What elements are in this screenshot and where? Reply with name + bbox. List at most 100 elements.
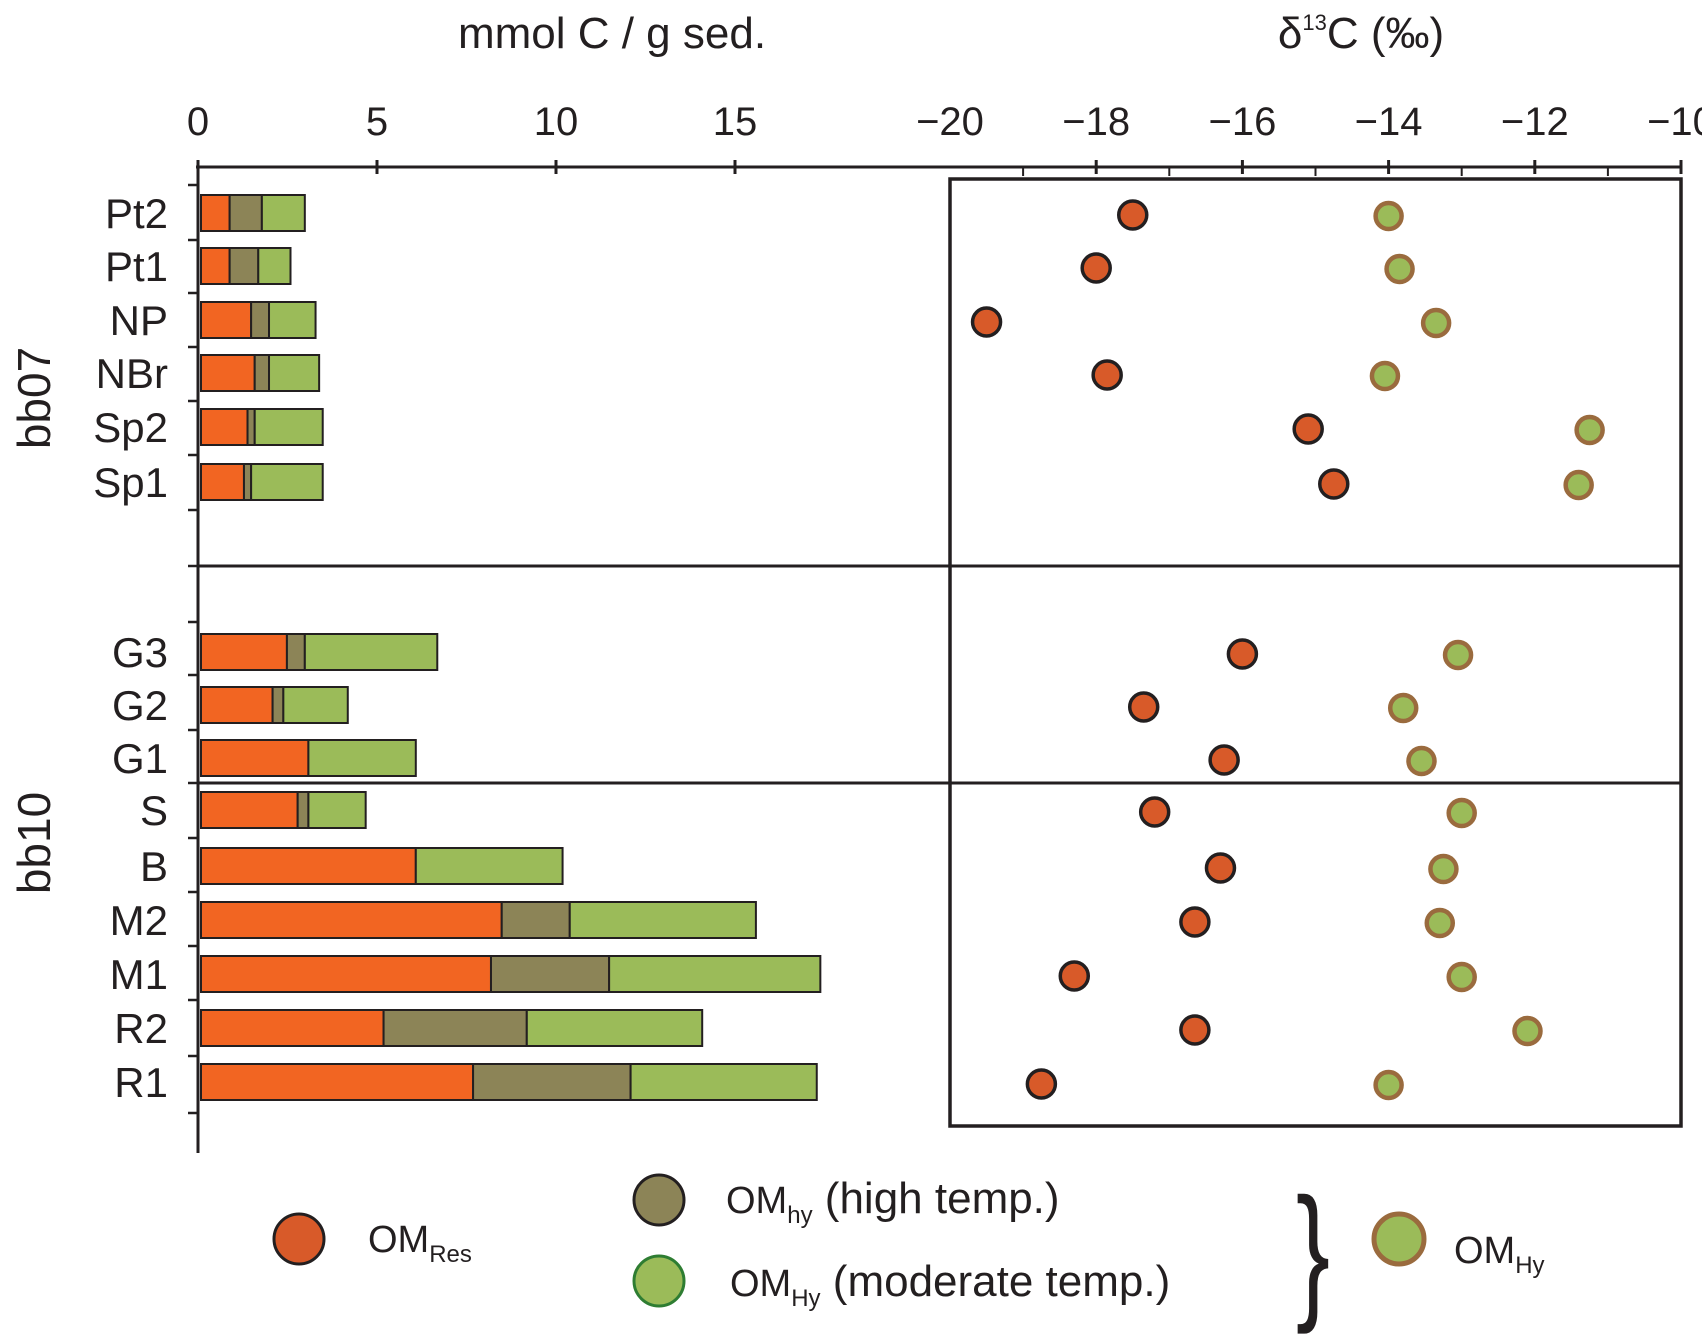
dot-G2-res [1127,691,1160,723]
category-label-R1: R1 [114,1059,168,1106]
category-label-R2: R2 [114,1005,168,1052]
right-tick-label-1: −18 [1062,100,1130,144]
left-tick-label-2: 10 [534,100,579,144]
dot-M1-res [1058,960,1091,992]
legend-high-marker [632,1173,686,1227]
bar-row-Pt1 [200,247,292,285]
bar-G2-seg-0 [200,686,274,724]
dot-NP-hy [1420,307,1452,339]
category-label-B: B [140,843,168,890]
bar-M1-seg-1 [489,955,611,993]
bar-M1-seg-2 [608,955,822,993]
bar-Pt2-seg-0 [200,194,231,232]
ticks: 0 5 10 15 −20 −18 −16 −14 −12 −10 [187,100,1702,1115]
bar-R2-seg-2 [525,1009,704,1047]
legend-res-marker [272,1212,326,1266]
bar-Pt1-seg-1 [228,247,260,285]
bar-Pt2-seg-2 [260,194,306,232]
bar-Sp2-seg-2 [253,408,324,446]
dot-S-hy [1446,797,1477,829]
category-label-Sp1: Sp1 [93,459,168,506]
bar-Sp1-seg-1 [242,463,253,501]
dot-G3-res [1226,638,1259,670]
right-tick-label-3: −14 [1355,100,1423,144]
left-tick-label-0: 0 [187,100,209,144]
dot-B-res [1204,852,1237,884]
bar-NBr-seg-2 [268,354,321,392]
bar-G3-seg-0 [200,633,288,671]
bar-M2-seg-2 [568,901,757,939]
legend-high-label: OMhy (high temp.) [726,1174,1060,1229]
legend-hy-sub: Hy [1515,1252,1544,1279]
dot-Pt1-res [1080,252,1112,284]
bar-G3-seg-2 [303,633,439,671]
legend-brace: } [1296,1168,1330,1334]
category-label-NP: NP [110,297,168,344]
legend-res-main: OM [368,1219,429,1261]
dot-M2-res [1179,906,1211,938]
bar-B-seg-0 [200,847,417,885]
category-label-M1: M1 [110,951,168,998]
dot-R2-res [1179,1014,1211,1046]
right-axis-title-sup: 13 [1302,10,1326,35]
legend: OMRes OMhy (high temp.) OMHy (moderate t… [272,1168,1545,1334]
group-label-bb07: bb07 [8,347,60,449]
dot-Pt1-hy [1384,253,1415,285]
dot-B-hy [1428,853,1459,885]
bar-M2-seg-0 [200,901,503,939]
bar-row-G1 [200,739,417,777]
bar-G1-seg-2 [307,739,417,777]
bar-row-NBr [200,354,321,392]
bar-M1-seg-0 [200,955,492,993]
bar-B-seg-2 [414,847,564,885]
dot-NP-res [970,306,1003,338]
dot-Sp1-res [1318,468,1350,500]
legend-mod-marker [632,1254,686,1308]
right-axis-title: δ13C (‰) [1278,9,1444,58]
dot-G1-hy [1406,745,1437,777]
bar-Pt2-seg-1 [228,194,263,232]
dot-G3-hy [1442,639,1474,671]
bar-row-M2 [200,901,757,939]
bar-row-NP [200,301,317,339]
category-label-Sp2: Sp2 [93,404,168,451]
right-axis-title-suffix: C (‰) [1327,9,1444,58]
legend-res-sub: Res [429,1241,472,1268]
legend-mod-main: OM [730,1263,791,1305]
legend-mod-rest: (moderate temp.) [821,1257,1171,1306]
dot-M1-hy [1446,961,1477,993]
bar-NP-seg-0 [200,301,253,339]
bar-NBr-seg-1 [253,354,271,392]
legend-mod-sub: Hy [791,1285,820,1312]
right-tick-label-4: −12 [1501,100,1569,144]
bar-row-R2 [200,1009,704,1047]
category-label-NBr: NBr [96,350,168,397]
category-label-S: S [140,787,168,834]
bar-Sp1-seg-2 [250,463,324,501]
bar-G2-seg-1 [271,686,285,724]
bar-R1-seg-0 [200,1063,475,1101]
dot-R2-hy [1512,1015,1543,1047]
bar-M2-seg-1 [500,901,571,939]
bar-S-seg-0 [200,791,299,829]
axes [196,160,1683,1153]
dot-R1-hy [1373,1069,1404,1101]
bar-Pt1-seg-2 [257,247,292,285]
bar-R2-seg-0 [200,1009,385,1047]
dot-Sp2-hy [1574,414,1605,446]
left-tick-label-1: 5 [366,100,388,144]
dot-Pt2-res [1117,199,1149,231]
bar-G1-seg-0 [200,739,310,777]
left-axis-title: mmol C / g sed. [458,9,766,58]
bar-Sp2-seg-1 [246,408,256,446]
bar-row-B [200,847,564,885]
dot-G1-res [1208,744,1240,776]
bar-row-M1 [200,955,822,993]
legend-high-main: OM [726,1180,787,1222]
category-label-Pt1: Pt1 [105,243,168,290]
legend-hy-label: OMHy [1454,1230,1545,1279]
dot-NBr-res [1091,359,1123,391]
right-plot-frame [948,177,1683,1128]
isotope-dots [970,199,1605,1101]
